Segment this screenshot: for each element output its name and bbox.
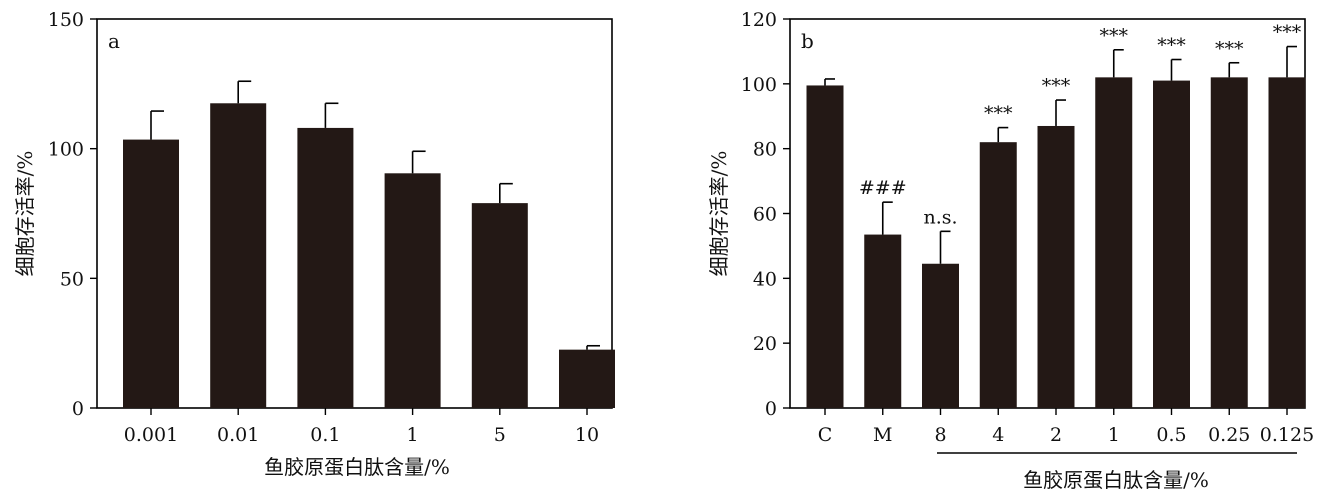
bar [1268, 77, 1306, 408]
y-axis-label: 细胞存活率/% [13, 151, 37, 277]
bar [1153, 80, 1190, 408]
x-tick-label: 0.25 [1208, 424, 1250, 446]
x-tick-label: 2 [1050, 424, 1062, 446]
panel-label: b [801, 29, 814, 53]
significance-label: *** [984, 103, 1013, 125]
significance-label: *** [1157, 35, 1186, 57]
y-tick-label: 100 [741, 74, 777, 96]
bar [864, 234, 902, 408]
x-axis-label: 鱼胶原蛋白肽含量/% [264, 455, 450, 479]
x-tick-label: 1 [1108, 424, 1120, 446]
x-tick-label: 0.001 [124, 424, 178, 446]
y-tick-label: 100 [48, 139, 84, 161]
bar [384, 173, 441, 408]
bar [123, 139, 179, 408]
x-tick-label: 1 [407, 424, 419, 446]
y-tick-label: 80 [753, 139, 777, 161]
bar [806, 85, 844, 409]
significance-label: *** [1215, 38, 1244, 60]
x-tick-label: 0.125 [1260, 424, 1314, 446]
y-tick-label: 0 [72, 398, 84, 420]
chart-a: 0 50 100 150 0.001 0.01 0.1 1 5 10 a 鱼胶原蛋白肽含量/% 细胞存活… [13, 9, 615, 479]
x-tick-label: 0.1 [310, 424, 340, 446]
panel-label: a [108, 29, 120, 53]
significance-label: ### [859, 177, 907, 199]
x-tick-label: 10 [575, 424, 599, 446]
y-tick-label: 20 [753, 333, 777, 355]
x-axis-label: 鱼胶原蛋白肽含量/% [1023, 468, 1209, 492]
significance-label: *** [1273, 22, 1302, 44]
bar [471, 203, 528, 408]
y-axis-label: 细胞存活率/% [707, 151, 731, 277]
y-tick-label: 40 [753, 268, 777, 290]
bar [210, 103, 267, 409]
y-tick-label: 0 [765, 398, 777, 420]
significance-label: *** [1042, 75, 1071, 97]
x-tick-label: M [873, 424, 892, 446]
chart-b: 0 20 40 60 80 100 120 C M ### 8 n.s. 4 *** 2 *** 1 *** 0.5… [707, 9, 1314, 492]
x-tick-label: 0.5 [1156, 424, 1186, 446]
x-tick-label: 8 [934, 424, 946, 446]
y-tick-label: 120 [741, 9, 777, 31]
bar [559, 349, 615, 408]
y-tick-label: 50 [60, 268, 84, 290]
x-tick-label: 4 [992, 424, 1004, 446]
y-tick-label: 60 [753, 204, 777, 226]
x-tick-label: 0.01 [217, 424, 259, 446]
bar [1095, 77, 1133, 408]
bar [1037, 125, 1075, 408]
significance-label: *** [1100, 25, 1129, 47]
bar [297, 127, 354, 409]
bar [979, 142, 1017, 408]
x-tick-label: 5 [494, 424, 506, 446]
bar [1210, 77, 1248, 408]
bar [922, 263, 959, 408]
significance-label: n.s. [923, 206, 957, 228]
plot-frame [96, 18, 613, 409]
x-tick-label: C [818, 424, 833, 446]
y-tick-label: 150 [48, 9, 84, 31]
